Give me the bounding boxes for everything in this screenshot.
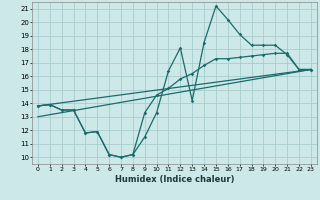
X-axis label: Humidex (Indice chaleur): Humidex (Indice chaleur): [115, 175, 234, 184]
